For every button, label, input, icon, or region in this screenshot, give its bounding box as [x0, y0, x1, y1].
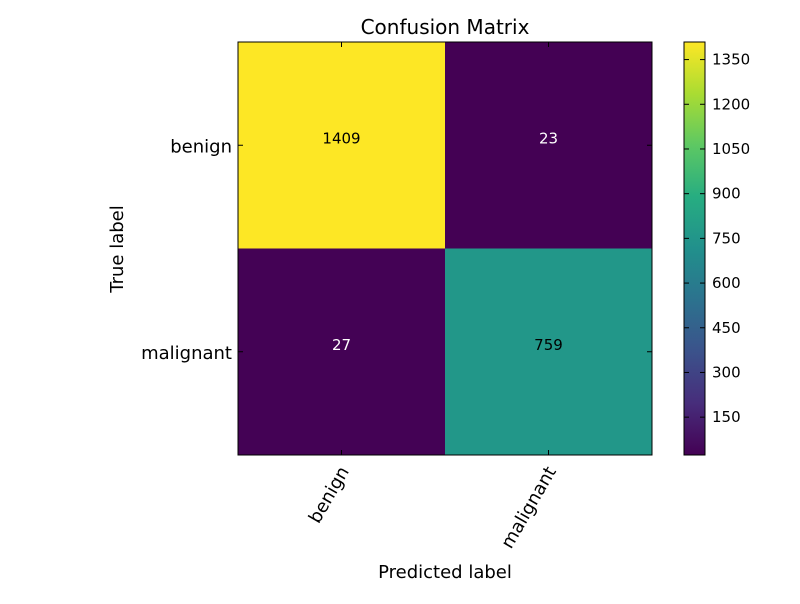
cell-value-label: 27: [332, 336, 351, 354]
colorbar-tick-label: 1350: [712, 51, 750, 69]
y-tick-label: malignant: [141, 343, 232, 364]
colorbar-tick-label: 750: [712, 229, 741, 247]
y-axis-label: True label: [107, 205, 128, 294]
x-tick-label: benign: [305, 463, 354, 527]
chart-title: Confusion Matrix: [361, 15, 530, 39]
colorbar-ticks: 150 300 450 600 750 900 1050 1200 1350: [684, 51, 750, 426]
y-tick-label: benign: [170, 136, 232, 157]
heatmap-cell: [445, 248, 652, 455]
plot-frame: [237, 41, 653, 456]
colorbar-tick-label: 450: [712, 319, 741, 337]
colorbar-tick-label: 300: [712, 363, 741, 381]
x-tick-label: malignant: [497, 463, 561, 552]
x-axis-label: Predicted label: [378, 562, 512, 583]
cell-value-label: 1409: [322, 129, 360, 147]
cell-value-label: 759: [534, 336, 563, 354]
colorbar-tick-label: 900: [712, 185, 741, 203]
colorbar-tick-label: 150: [712, 408, 741, 426]
colorbar: [683, 41, 706, 456]
colorbar-tick-label: 1050: [712, 140, 750, 158]
cell-value-label: 23: [539, 129, 558, 147]
heatmap-cell: [238, 42, 445, 249]
heatmap-cell: [445, 42, 652, 249]
heatmap-cell: [238, 248, 445, 455]
colorbar-tick-label: 1200: [712, 95, 750, 113]
heatmap-cells: 1409 23 27 759: [238, 42, 652, 455]
colorbar-tick-label: 600: [712, 274, 741, 292]
y-axis-ticks: benign malignant: [141, 136, 652, 364]
